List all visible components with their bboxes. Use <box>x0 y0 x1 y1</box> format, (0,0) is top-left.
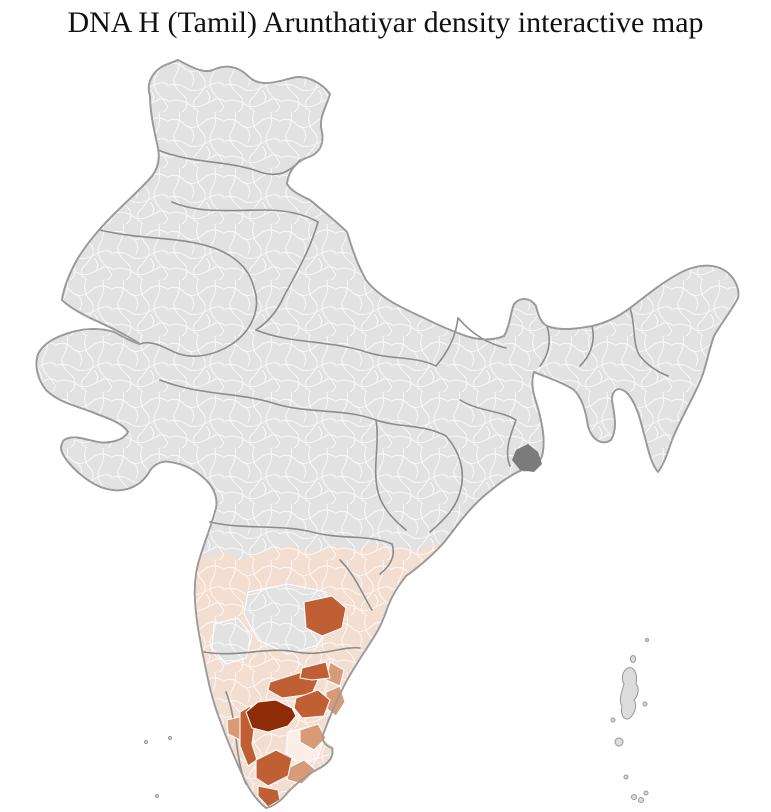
island-chain-west[interactable] <box>144 736 172 798</box>
river-delta <box>512 444 542 472</box>
page-title: DNA H (Tamil) Arunthatiyar density inter… <box>67 6 704 39</box>
island-chain-east[interactable] <box>610 638 649 803</box>
